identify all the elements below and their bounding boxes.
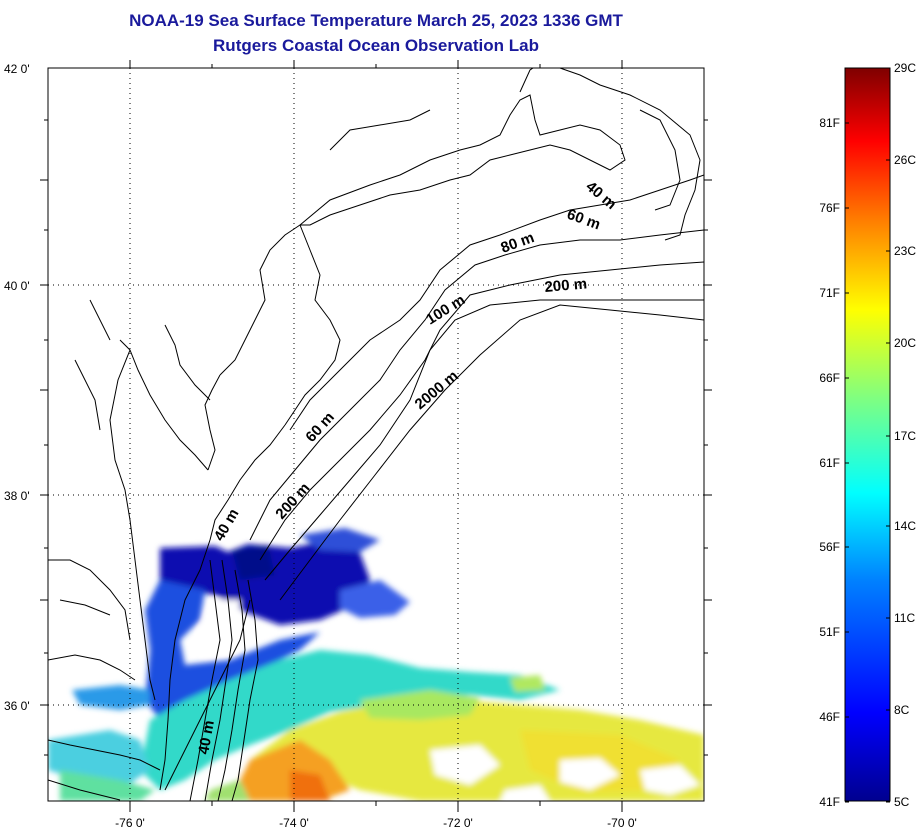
colorbar-celsius-label: 20C — [894, 336, 916, 350]
latitude-labels: 42 0' 40 0' 38 0' 36 0' — [4, 62, 30, 713]
colorbar-fahrenheit-label: 61F — [819, 456, 840, 470]
lat-label: 38 0' — [4, 489, 30, 503]
contour-label: 40 m — [211, 506, 243, 544]
colorbar-celsius-label: 23C — [894, 244, 916, 258]
colorbar-scale — [844, 67, 891, 802]
map-ticks — [40, 60, 712, 812]
contour-label: 60 m — [565, 206, 603, 234]
coastline — [48, 68, 701, 801]
colorbar-celsius-label: 17C — [894, 429, 916, 443]
graticule — [48, 68, 704, 801]
colorbar-celsius-label: 8C — [894, 703, 910, 717]
lon-label: -70 0' — [607, 816, 637, 830]
lon-label: -76 0' — [115, 816, 145, 830]
map-area: 40 m 60 m 80 m 100 m 200 m 2000 m 60 m 2… — [48, 68, 704, 801]
colorbar-celsius-label: 26C — [894, 153, 916, 167]
contour-label: 40 m — [195, 719, 218, 756]
colorbar-fahrenheit-label: 51F — [819, 625, 840, 639]
lat-label: 40 0' — [4, 279, 30, 293]
colorbar-fahrenheit-label: 56F — [819, 540, 840, 554]
colorbar-fahrenheit-label: 76F — [819, 201, 840, 215]
colorbar-fahrenheit-label: 66F — [819, 371, 840, 385]
contour-label: 200 m — [272, 480, 313, 523]
lat-label: 36 0' — [4, 699, 30, 713]
sst-data-layer — [48, 528, 704, 801]
colorbar-fahrenheit-label: 71F — [819, 286, 840, 300]
colorbar-fahrenheit-label: 46F — [819, 710, 840, 724]
colorbar-celsius-label: 14C — [894, 519, 916, 533]
map-title: NOAA-19 Sea Surface Temperature March 25… — [129, 11, 623, 30]
bathymetry-contours — [189, 174, 704, 801]
colorbar: 29C 26C 23C 20C 17C 14C 11C 8C 5C 81F 76F 71F 66F 61… — [819, 61, 916, 809]
lon-label: -72 0' — [443, 816, 473, 830]
colorbar-fahrenheit-label: 81F — [819, 116, 840, 130]
contour-label: 40 m — [582, 178, 619, 213]
contour-label: 2000 m — [412, 367, 462, 413]
lon-label: -74 0' — [279, 816, 309, 830]
contour-label: 200 m — [544, 275, 588, 296]
colorbar-celsius-label: 5C — [894, 795, 910, 809]
colorbar-celsius-label: 11C — [894, 611, 915, 625]
colorbar-celsius-label: 29C — [894, 61, 916, 75]
longitude-labels: -76 0' -74 0' -72 0' -70 0' — [115, 816, 637, 830]
lat-label: 42 0' — [4, 62, 30, 76]
map-subtitle: Rutgers Coastal Ocean Observation Lab — [213, 36, 539, 55]
colorbar-fahrenheit-label: 41F — [819, 795, 840, 809]
